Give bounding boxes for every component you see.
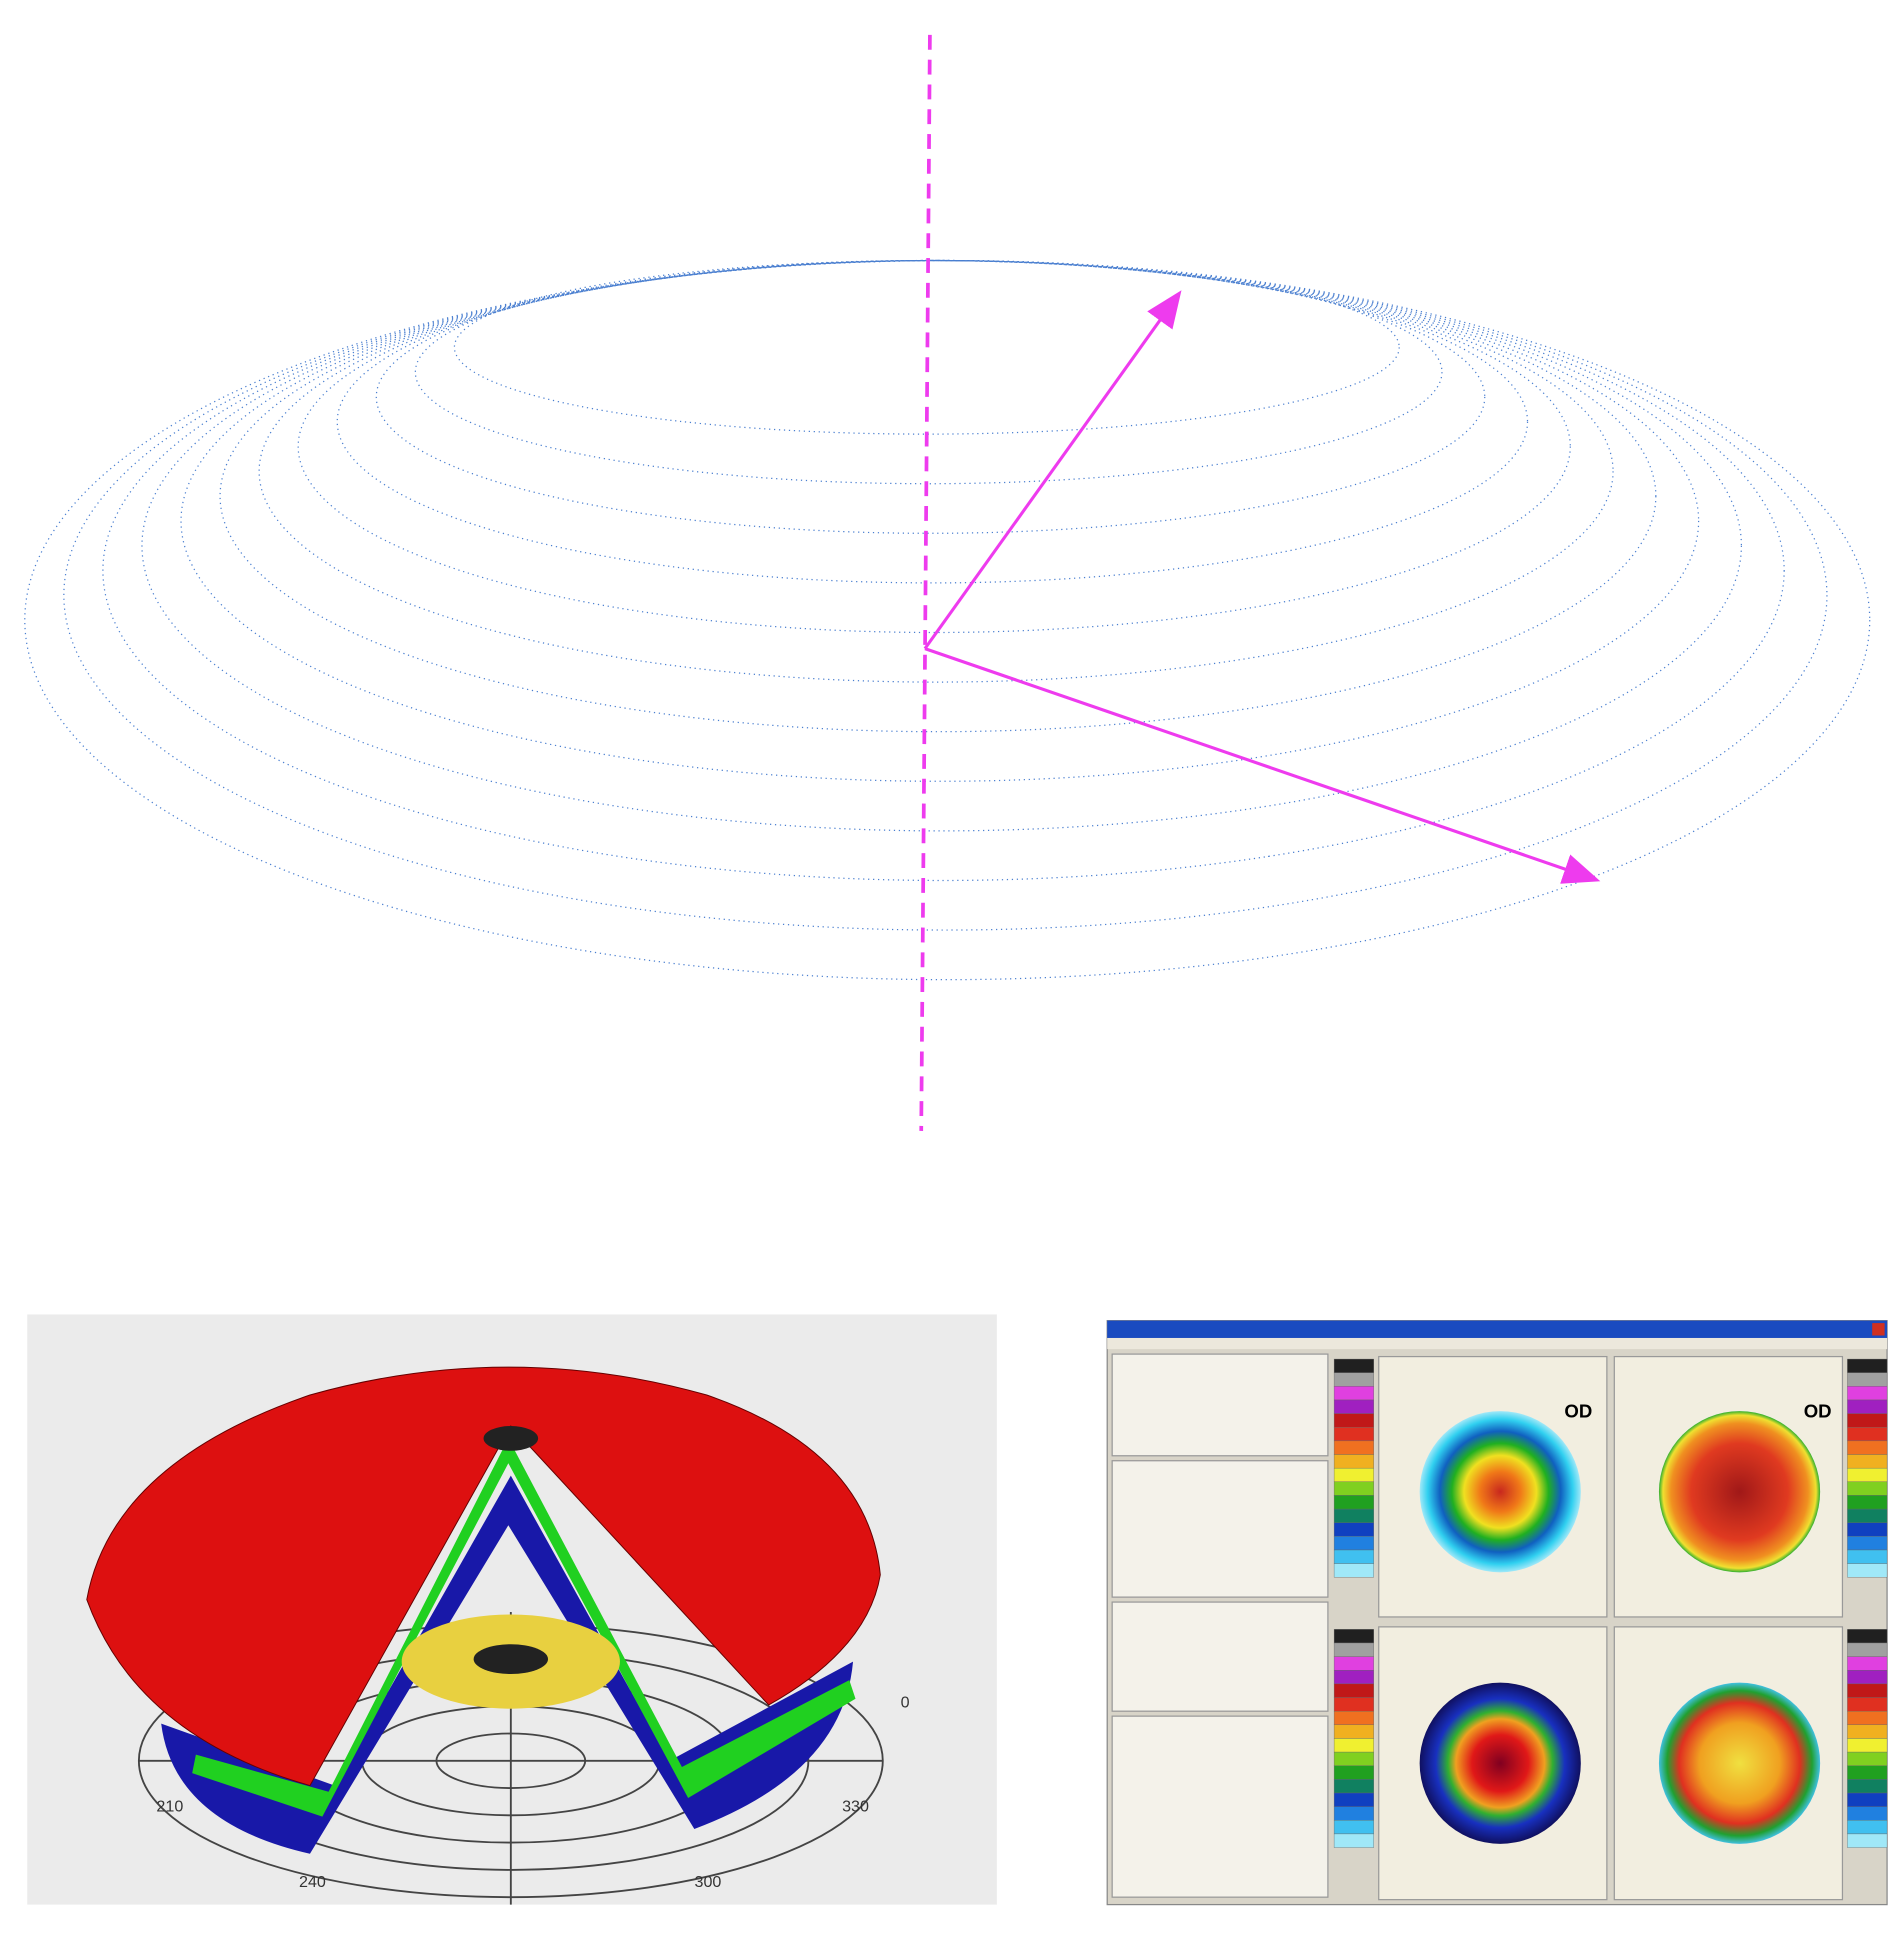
eye-label: OD bbox=[1564, 1400, 1592, 1421]
color-scale-cell bbox=[1847, 1358, 1888, 1373]
axis-line bbox=[919, 34, 932, 1131]
color-scale-cell bbox=[1847, 1751, 1888, 1766]
color-scale-cell bbox=[1847, 1642, 1888, 1657]
color-scale-cell bbox=[1847, 1399, 1888, 1414]
color-scale-cell bbox=[1333, 1399, 1374, 1414]
color-scale-cell bbox=[1847, 1495, 1888, 1510]
color-scale-cell bbox=[1333, 1386, 1374, 1401]
color-scale-cell bbox=[1333, 1724, 1374, 1739]
dotted-ellipse bbox=[375, 259, 1486, 534]
color-scale-cell bbox=[1847, 1792, 1888, 1807]
dotted-ellipse bbox=[102, 259, 1785, 882]
color-scale-cell bbox=[1333, 1670, 1374, 1685]
color-scale-cell bbox=[1333, 1481, 1374, 1496]
eye-label: OD bbox=[1804, 1400, 1832, 1421]
cornea-render bbox=[27, 1314, 997, 1905]
color-scale-cell bbox=[1333, 1820, 1374, 1835]
color-scale-cell bbox=[1333, 1779, 1374, 1794]
dotted-ellipse bbox=[453, 259, 1400, 435]
color-scale-cell bbox=[1333, 1697, 1374, 1712]
color-scale-cell bbox=[1847, 1833, 1888, 1848]
color-scale-cell bbox=[1333, 1508, 1374, 1523]
color-scale-cell bbox=[1333, 1656, 1374, 1671]
color-scale-cell bbox=[1333, 1522, 1374, 1537]
color-scale-cell bbox=[1847, 1656, 1888, 1671]
color-scale-cell bbox=[1333, 1536, 1374, 1551]
color-scale-cell bbox=[1333, 1427, 1374, 1442]
color-scale-cell bbox=[1847, 1724, 1888, 1739]
color-scale-cell bbox=[1847, 1508, 1888, 1523]
color-scale-cell bbox=[1847, 1697, 1888, 1712]
color-scale-cell bbox=[1847, 1536, 1888, 1551]
color-scale-cell bbox=[1333, 1413, 1374, 1428]
color-scale-cell bbox=[1333, 1792, 1374, 1807]
color-scale-cell bbox=[1333, 1710, 1374, 1726]
color-scale-cell bbox=[1847, 1683, 1888, 1698]
color-scale-cell bbox=[1333, 1563, 1374, 1578]
color-scale-cell bbox=[1847, 1779, 1888, 1794]
color-scale-cell bbox=[1333, 1495, 1374, 1510]
color-scale-cell bbox=[1847, 1549, 1888, 1564]
dotted-ellipse bbox=[219, 259, 1657, 733]
color-scale-cell bbox=[1333, 1629, 1374, 1644]
color-scale-cell bbox=[1847, 1820, 1888, 1835]
color-scale-cell bbox=[1847, 1738, 1888, 1753]
color-scale-cell bbox=[1333, 1833, 1374, 1848]
dotted-ellipse bbox=[336, 259, 1529, 584]
color-scale-cell bbox=[1847, 1372, 1888, 1387]
dotted-ellipse bbox=[297, 259, 1571, 634]
color-scale-cell bbox=[1847, 1467, 1888, 1482]
color-scale-cell bbox=[1333, 1454, 1374, 1469]
color-scale-cell bbox=[1333, 1738, 1374, 1753]
color-scale-cell bbox=[1847, 1454, 1888, 1469]
color-scale-cell bbox=[1847, 1481, 1888, 1496]
angle-label: 0 bbox=[901, 1693, 910, 1711]
color-scale-cell bbox=[1847, 1440, 1888, 1455]
arrow bbox=[924, 647, 1601, 884]
dotted-ellipse bbox=[414, 259, 1443, 485]
color-scale-cell bbox=[1847, 1806, 1888, 1821]
arrow bbox=[923, 290, 1182, 650]
dotted-ellipse bbox=[141, 259, 1743, 832]
color-scale-cell bbox=[1333, 1549, 1374, 1564]
color-scale-cell bbox=[1847, 1427, 1888, 1442]
color-scale-cell bbox=[1333, 1765, 1374, 1780]
color-scale-cell bbox=[1333, 1806, 1374, 1821]
color-scale-cell bbox=[1847, 1522, 1888, 1537]
angle-label: 300 bbox=[695, 1873, 722, 1891]
color-scale-cell bbox=[1333, 1372, 1374, 1387]
color-scale-cell bbox=[1847, 1413, 1888, 1428]
color-scale-cell bbox=[1847, 1765, 1888, 1780]
angle-label: 330 bbox=[842, 1798, 869, 1816]
dotted-ellipse bbox=[180, 259, 1700, 782]
color-scale-cell bbox=[1333, 1642, 1374, 1657]
color-scale-cell bbox=[1847, 1563, 1888, 1578]
color-scale-cell bbox=[1847, 1670, 1888, 1685]
dotted-ellipse bbox=[24, 259, 1871, 981]
color-scale-cell bbox=[1333, 1440, 1374, 1455]
color-scale-cell bbox=[1847, 1629, 1888, 1644]
color-scale-cell bbox=[1333, 1683, 1374, 1698]
color-scale-cell bbox=[1333, 1751, 1374, 1766]
color-scale-cell bbox=[1847, 1386, 1888, 1401]
software-screenshot bbox=[1106, 1320, 1888, 1906]
dotted-ellipse bbox=[258, 259, 1614, 683]
angle-label: 240 bbox=[299, 1873, 326, 1891]
color-scale-cell bbox=[1333, 1358, 1374, 1373]
color-scale-cell bbox=[1847, 1710, 1888, 1726]
angle-label: 210 bbox=[156, 1798, 183, 1816]
color-scale-cell bbox=[1333, 1467, 1374, 1482]
